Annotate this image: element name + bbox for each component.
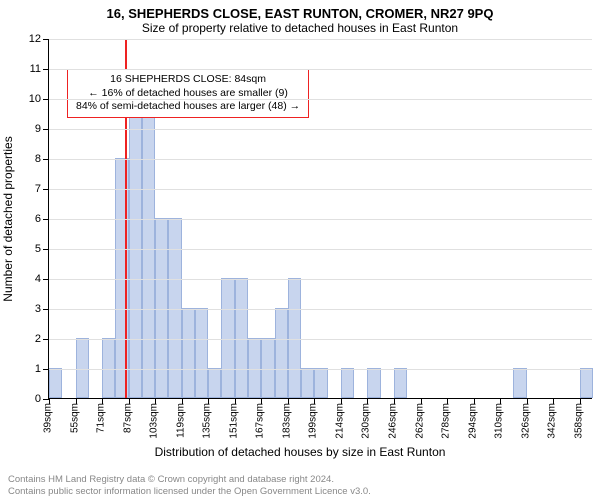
histogram-bar: [580, 368, 593, 398]
y-tick-label: 5: [35, 243, 49, 255]
y-axis-label: Number of detached properties: [1, 136, 15, 301]
histogram-bar: [208, 368, 221, 398]
x-tick-label: 342sqm: [547, 403, 558, 439]
x-tick-label: 135sqm: [202, 403, 213, 439]
y-tick-label: 11: [30, 63, 49, 75]
x-tick-label: 246sqm: [387, 403, 398, 439]
x-tick-label: 358sqm: [573, 403, 584, 439]
footer-line1: Contains HM Land Registry data © Crown c…: [8, 474, 371, 485]
histogram-bar: [195, 308, 208, 398]
gridline: [49, 39, 592, 40]
histogram-bar: [367, 368, 380, 398]
y-tick-label: 10: [29, 93, 49, 105]
gridline: [49, 309, 592, 310]
histogram-bar: [102, 338, 115, 398]
histogram-bar: [221, 278, 234, 398]
x-tick-label: 71sqm: [96, 403, 107, 433]
x-axis-label: Distribution of detached houses by size …: [0, 445, 600, 459]
gridline: [49, 219, 592, 220]
histogram-bar: [235, 278, 248, 398]
histogram-bar: [513, 368, 526, 398]
gridline: [49, 189, 592, 190]
y-tick-label: 1: [35, 363, 49, 375]
gridline: [49, 249, 592, 250]
histogram-bar: [301, 368, 314, 398]
histogram-bar: [341, 368, 354, 398]
histogram-bar: [155, 218, 168, 398]
x-tick-label: 294sqm: [467, 403, 478, 439]
page-subtitle: Size of property relative to detached ho…: [0, 21, 600, 39]
histogram-bar: [288, 278, 301, 398]
histogram-bar: [314, 368, 327, 398]
histogram-bar: [168, 218, 181, 398]
histogram-bar: [182, 308, 195, 398]
histogram-bar: [76, 338, 89, 398]
histogram-bar: [49, 368, 62, 398]
y-tick-label: 4: [35, 273, 49, 285]
histogram-bar: [394, 368, 407, 398]
annotation-line: 84% of semi-detached houses are larger (…: [76, 100, 300, 114]
y-tick-label: 2: [35, 333, 49, 345]
histogram-bar: [142, 98, 155, 398]
x-tick-label: 214sqm: [334, 403, 345, 439]
gridline: [49, 69, 592, 70]
gridline: [49, 99, 592, 100]
histogram-bar: [275, 308, 288, 398]
x-tick-label: 151sqm: [228, 403, 239, 439]
gridline: [49, 159, 592, 160]
gridline: [49, 339, 592, 340]
footer-attribution: Contains HM Land Registry data © Crown c…: [8, 474, 371, 497]
plot-area: 16 SHEPHERDS CLOSE: 84sqm← 16% of detach…: [48, 39, 592, 399]
x-tick-label: 103sqm: [149, 403, 160, 439]
annotation-box: 16 SHEPHERDS CLOSE: 84sqm← 16% of detach…: [67, 69, 309, 118]
x-tick-label: 183sqm: [281, 403, 292, 439]
gridline: [49, 129, 592, 130]
y-tick-label: 12: [29, 33, 49, 45]
histogram-bar: [248, 338, 261, 398]
x-tick-label: 278sqm: [441, 403, 452, 439]
chart-area: 16 SHEPHERDS CLOSE: 84sqm← 16% of detach…: [48, 39, 592, 399]
x-tick-labels: 39sqm55sqm71sqm87sqm103sqm119sqm135sqm15…: [48, 399, 592, 443]
footer-line2: Contains public sector information licen…: [8, 486, 371, 497]
annotation-line: 16 SHEPHERDS CLOSE: 84sqm: [76, 73, 300, 87]
y-tick-label: 8: [35, 153, 49, 165]
x-tick-label: 119sqm: [175, 403, 186, 438]
gridline: [49, 369, 592, 370]
x-tick-label: 230sqm: [361, 403, 372, 439]
x-tick-label: 167sqm: [255, 403, 266, 439]
y-tick-label: 9: [35, 123, 49, 135]
x-tick-label: 199sqm: [308, 403, 319, 439]
histogram-bar: [261, 338, 274, 398]
x-tick-label: 87sqm: [122, 403, 133, 433]
y-tick-label: 7: [35, 183, 49, 195]
x-tick-label: 326sqm: [520, 403, 531, 439]
x-tick-label: 39sqm: [43, 403, 54, 433]
y-tick-label: 6: [35, 213, 49, 225]
gridline: [49, 279, 592, 280]
x-tick-label: 55sqm: [69, 403, 80, 433]
y-tick-label: 3: [35, 303, 49, 315]
x-tick-label: 262sqm: [414, 403, 425, 439]
x-tick-label: 310sqm: [494, 403, 505, 439]
page-title: 16, SHEPHERDS CLOSE, EAST RUNTON, CROMER…: [0, 0, 600, 21]
histogram-bar: [129, 98, 142, 398]
